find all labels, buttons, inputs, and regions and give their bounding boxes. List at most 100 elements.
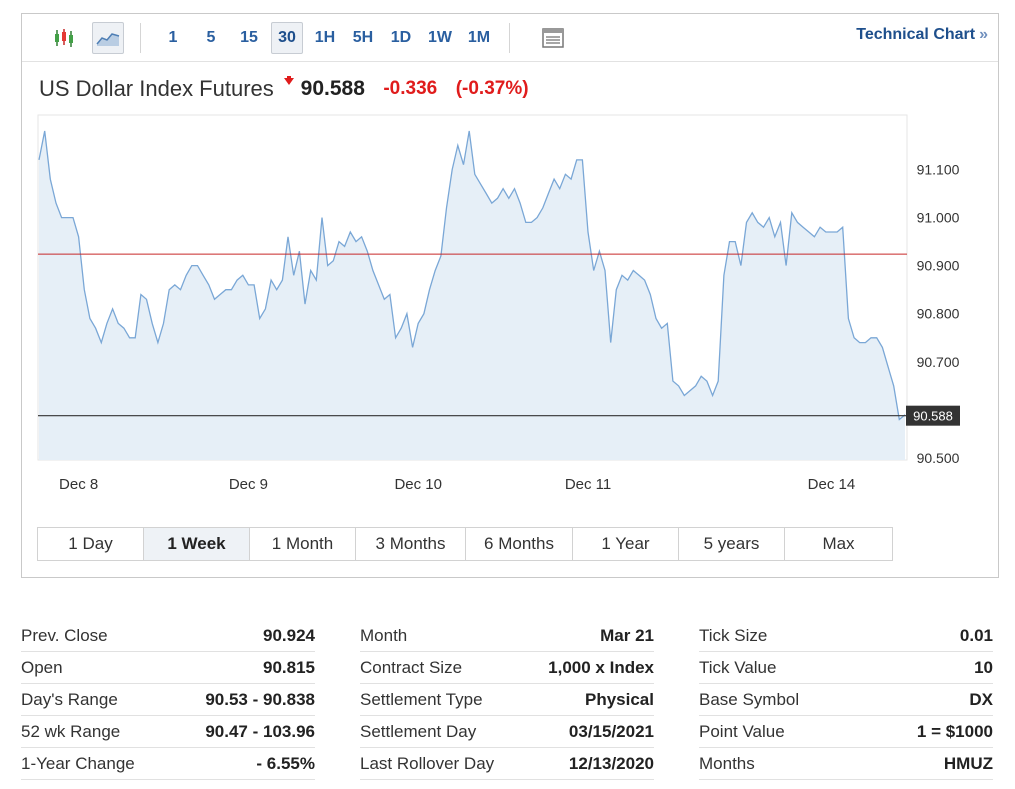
layout-icon (542, 28, 564, 48)
interval-1min[interactable]: 1 (168, 29, 178, 46)
stat-value: Physical (585, 689, 654, 709)
price-area (39, 131, 905, 460)
stat-label: 1-Year Change (21, 753, 135, 773)
stat-row: Month Mar 21 (360, 620, 654, 652)
stat-row: Open 90.815 (21, 652, 315, 684)
stat-row: Tick Value 10 (699, 652, 993, 684)
x-tick-label: Dec 11 (565, 476, 611, 493)
stat-value: DX (969, 689, 993, 709)
stats-column-1: Prev. Close 90.924 Open 90.815 Day's Range… (21, 620, 315, 780)
chart-toolbar: 1 5 15 30 1H 5H 1D 1W 1M Technical Chart… (22, 14, 998, 62)
range-1-month[interactable]: 1 Month (250, 528, 356, 560)
range-1-year[interactable]: 1 Year (573, 528, 679, 560)
chart-widget: 1 5 15 30 1H 5H 1D 1W 1M Technical Chart… (21, 13, 999, 578)
stat-value: 1 = $1000 (916, 721, 993, 741)
stat-value: 10 (974, 657, 993, 677)
stat-value: 03/15/2021 (568, 721, 654, 741)
last-price-tag: 90.588 (906, 405, 960, 426)
candlestick-chart-button[interactable] (48, 22, 80, 54)
stat-label: Base Symbol (699, 689, 800, 709)
y-tick-label: 90.900 (917, 258, 960, 274)
stat-value: - 6.55% (256, 753, 315, 773)
area-chart-button[interactable] (92, 22, 124, 54)
interval-1m[interactable]: 1M (467, 29, 491, 46)
stat-label: Point Value (699, 721, 785, 741)
price-line (38, 130, 906, 421)
stat-row: Prev. Close 90.924 (21, 620, 315, 652)
stat-value: 90.924 (263, 625, 315, 645)
stat-value: 90.815 (263, 657, 315, 677)
y-tick-label: 91.100 (917, 161, 960, 177)
interval-5min[interactable]: 5 (206, 29, 216, 46)
stat-value: 90.53 - 90.838 (205, 689, 315, 709)
quote-header: US Dollar Index Futures 90.588 -0.336 (-… (39, 76, 529, 106)
stat-label: Month (360, 625, 408, 645)
instrument-name: US Dollar Index Futures (39, 76, 274, 101)
stat-value: 0.01 (959, 625, 993, 645)
last-price-tag-label: 90.588 (913, 409, 953, 424)
stat-label: Tick Value (699, 657, 777, 677)
interval-1w[interactable]: 1W (428, 29, 452, 46)
stat-label: Day's Range (21, 689, 118, 709)
last-price: 90.588 (300, 77, 365, 100)
y-tick-label: 91.000 (917, 210, 960, 226)
stat-label: Settlement Type (360, 689, 483, 709)
stat-row: Day's Range 90.53 - 90.838 (21, 684, 315, 716)
stat-label: Settlement Day (360, 721, 477, 741)
stat-row: 1-Year Change - 6.55% (21, 748, 315, 780)
x-tick-label: Dec 8 (59, 476, 98, 493)
stat-row: Tick Size 0.01 (699, 620, 993, 652)
stat-label: Open (21, 657, 63, 677)
price-change: -0.336 (383, 78, 438, 99)
range-max[interactable]: Max (822, 534, 855, 553)
range-1-day[interactable]: 1 Day (38, 528, 144, 560)
interval-15min[interactable]: 15 (240, 29, 258, 46)
stat-value: Mar 21 (600, 625, 654, 645)
toolbar-divider (509, 23, 510, 53)
stat-label: Last Rollover Day (360, 753, 495, 773)
x-tick-label: Dec 14 (808, 476, 856, 493)
stat-row: Months HMUZ (699, 748, 993, 780)
stat-label: Months (699, 753, 755, 773)
stat-row: Last Rollover Day 12/13/2020 (360, 748, 654, 780)
stats-column-3: Tick Size 0.01 Tick Value 10 Base Symbol DX… (699, 620, 993, 780)
double-chevron-right-icon: » (979, 26, 988, 43)
stat-value: HMUZ (943, 753, 993, 773)
stat-row: Settlement Type Physical (360, 684, 654, 716)
area-chart-icon (96, 33, 120, 46)
x-tick-label: Dec 10 (394, 476, 442, 493)
stat-label: Prev. Close (21, 625, 108, 645)
interval-5h[interactable]: 5H (352, 29, 374, 46)
y-tick-label: 90.700 (917, 354, 960, 370)
interval-30min[interactable]: 30 (271, 22, 303, 54)
candlestick-icon (55, 29, 73, 47)
stat-label: Tick Size (699, 625, 768, 645)
x-tick-label: Dec 9 (229, 476, 268, 493)
y-tick-label: 90.800 (917, 306, 960, 322)
stat-label: 52 wk Range (21, 721, 121, 741)
time-range-selector: 1 Day 1 Week 1 Month 3 Months 6 Months 1… (37, 527, 893, 561)
stats-column-2: Month Mar 21 Contract Size 1,000 x Index S… (360, 620, 654, 780)
stat-row: Point Value 1 = $1000 (699, 716, 993, 748)
range-1-week[interactable]: 1 Week (144, 528, 250, 560)
range-6-months[interactable]: 6 Months (466, 528, 573, 560)
interval-1h[interactable]: 1H (314, 29, 336, 46)
price-chart[interactable]: Investing.com 91.10091.00090.90090.80090… (22, 14, 998, 524)
range-5-years[interactable]: 5 years (679, 528, 785, 560)
stat-value: 90.47 - 103.96 (205, 721, 315, 741)
toolbar-divider (140, 23, 141, 53)
interval-1d[interactable]: 1D (390, 29, 412, 46)
stat-row: Base Symbol DX (699, 684, 993, 716)
stat-value: 12/13/2020 (568, 753, 654, 773)
down-arrow-icon (284, 76, 295, 85)
price-change-percent: (-0.37%) (455, 78, 529, 99)
y-tick-label: 90.500 (917, 450, 960, 466)
range-3-months[interactable]: 3 Months (356, 528, 466, 560)
stat-row: Settlement Day 03/15/2021 (360, 716, 654, 748)
stat-label: Contract Size (360, 657, 463, 677)
stat-value: 1,000 x Index (548, 657, 654, 677)
layout-button[interactable] (537, 22, 569, 54)
stat-row: Contract Size 1,000 x Index (360, 652, 654, 684)
stat-row: 52 wk Range 90.47 - 103.96 (21, 716, 315, 748)
technical-chart-link[interactable]: Technical Chart» (856, 26, 988, 44)
